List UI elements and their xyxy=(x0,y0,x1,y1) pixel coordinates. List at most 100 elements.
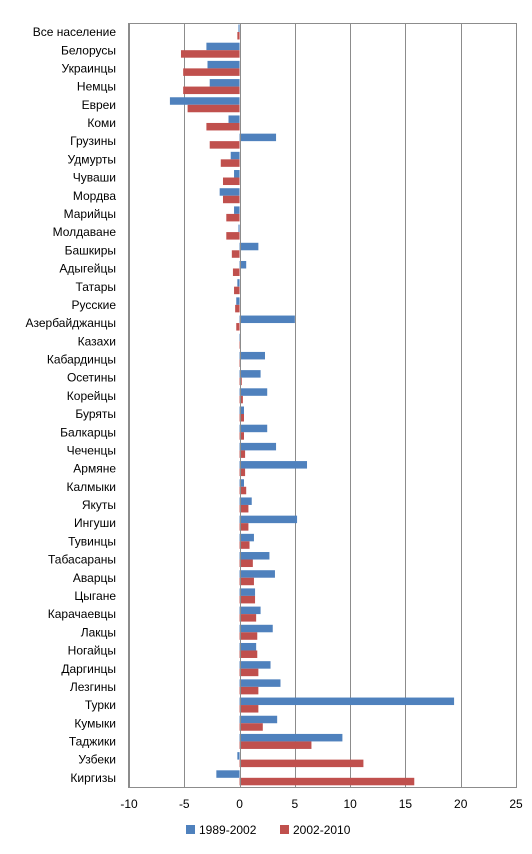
bar-series1-13 xyxy=(239,260,247,269)
bar-series1-15 xyxy=(236,297,240,305)
legend-label-2: 2002-2010 xyxy=(293,823,351,837)
bar-series2-13 xyxy=(232,268,240,276)
bar-series2-5 xyxy=(206,122,240,131)
category-label: Кабардинцы xyxy=(47,353,116,367)
category-label: Калмыки xyxy=(67,480,117,494)
bar-series2-22 xyxy=(239,432,244,440)
bar-series2-4 xyxy=(187,104,240,113)
bar-series1-1 xyxy=(206,42,240,51)
category-label: Якуты xyxy=(82,498,116,512)
bar-series2-27 xyxy=(239,523,249,531)
category-label: Украинцы xyxy=(61,61,116,75)
x-tick-label: -5 xyxy=(179,797,190,811)
category-labels: Все население Белорусы Украинцы Немцы Евреи К… xyxy=(25,25,116,785)
bar-series1-24 xyxy=(239,461,308,469)
bar-series1-12 xyxy=(239,242,259,251)
legend-swatch-1 xyxy=(186,825,195,834)
bar-series1-29 xyxy=(239,552,270,560)
bar-series1-0 xyxy=(238,24,240,32)
category-label: Белорусы xyxy=(61,43,116,57)
bar-series1-40 xyxy=(237,752,240,760)
bar-series1-14 xyxy=(237,279,240,287)
x-tick-label: 20 xyxy=(454,797,468,811)
category-label: Лакцы xyxy=(81,625,116,639)
bar-series1-18 xyxy=(239,351,266,360)
bar-series1-38 xyxy=(239,715,278,724)
x-tick-label: 10 xyxy=(343,797,357,811)
category-label: Таджики xyxy=(69,735,116,749)
bar-series2-24 xyxy=(239,468,246,477)
bar-series1-20 xyxy=(239,388,268,396)
bar-series2-9 xyxy=(222,195,240,204)
category-label: Буряты xyxy=(75,407,116,421)
legend-swatch-2 xyxy=(280,825,289,834)
bar-series1-23 xyxy=(239,442,277,451)
bar-series1-2 xyxy=(207,60,240,69)
bar-series2-21 xyxy=(239,414,244,422)
bar-series1-11 xyxy=(238,224,240,233)
bar-series2-36 xyxy=(239,686,259,695)
bar-series2-38 xyxy=(239,723,263,731)
bar-series1-39 xyxy=(239,733,343,742)
category-label: Цыгане xyxy=(74,589,116,603)
bar-series2-33 xyxy=(239,632,258,640)
bar-series1-32 xyxy=(239,606,261,615)
bar-series2-16 xyxy=(236,323,240,331)
bar-series1-19 xyxy=(239,370,261,378)
bar-series1-5 xyxy=(228,115,240,123)
category-label: Татары xyxy=(75,280,116,294)
category-label: Армяне xyxy=(73,462,116,476)
bar-series1-28 xyxy=(239,533,254,542)
bar-series2-23 xyxy=(239,450,246,458)
bar-series2-39 xyxy=(239,741,312,749)
bar-series2-15 xyxy=(235,304,240,313)
bar-series1-30 xyxy=(239,570,275,578)
bar-series1-26 xyxy=(239,497,252,505)
category-label: Евреи xyxy=(82,98,116,112)
legend: 1989-2002 2002-2010 xyxy=(186,823,351,837)
bar-series2-25 xyxy=(239,486,247,495)
bar-series2-10 xyxy=(226,213,240,222)
category-label: Тувинцы xyxy=(68,534,116,548)
bar-series2-7 xyxy=(220,159,240,167)
category-label: Ногайцы xyxy=(68,644,116,658)
bar-series2-35 xyxy=(239,668,259,677)
category-label: Казахи xyxy=(78,334,116,348)
bar-series2-28 xyxy=(239,541,250,549)
bar-series1-21 xyxy=(239,406,244,414)
bar-series1-34 xyxy=(239,642,257,651)
category-label: Корейцы xyxy=(67,389,116,403)
category-label: Карачаевцы xyxy=(48,607,116,621)
category-label: Башкиры xyxy=(65,243,116,257)
bar-series2-3 xyxy=(183,86,240,95)
bar-series2-37 xyxy=(239,705,259,713)
bar-series1-35 xyxy=(239,661,271,669)
bar-series1-41 xyxy=(216,770,240,778)
bar-series2-1 xyxy=(180,50,240,58)
category-label: Аварцы xyxy=(73,571,116,585)
x-tick-label: 15 xyxy=(399,797,413,811)
category-label: Лезгины xyxy=(70,680,116,694)
bar-series2-8 xyxy=(222,177,240,186)
category-label: Марийцы xyxy=(64,207,116,221)
bar-series1-16 xyxy=(239,315,295,324)
category-label: Коми xyxy=(87,116,116,130)
category-label: Ингуши xyxy=(74,516,116,530)
bar-series2-32 xyxy=(239,614,257,622)
bar-series2-34 xyxy=(239,650,258,658)
bar-series1-27 xyxy=(239,515,298,524)
category-label: Чеченцы xyxy=(67,443,116,457)
bar-series2-11 xyxy=(226,232,240,240)
category-label: Чуваши xyxy=(73,171,116,185)
bar-series2-6 xyxy=(209,141,240,149)
gridlines xyxy=(129,23,517,787)
x-tick-label: 25 xyxy=(509,797,523,811)
bar-series2-17 xyxy=(239,341,241,349)
legend-label-1: 1989-2002 xyxy=(199,823,257,837)
bar-series2-18 xyxy=(239,359,241,367)
bar-series2-29 xyxy=(239,559,253,568)
bar-series2-14 xyxy=(234,286,240,295)
bar-series2-12 xyxy=(231,250,240,258)
bar-series2-30 xyxy=(239,577,254,586)
